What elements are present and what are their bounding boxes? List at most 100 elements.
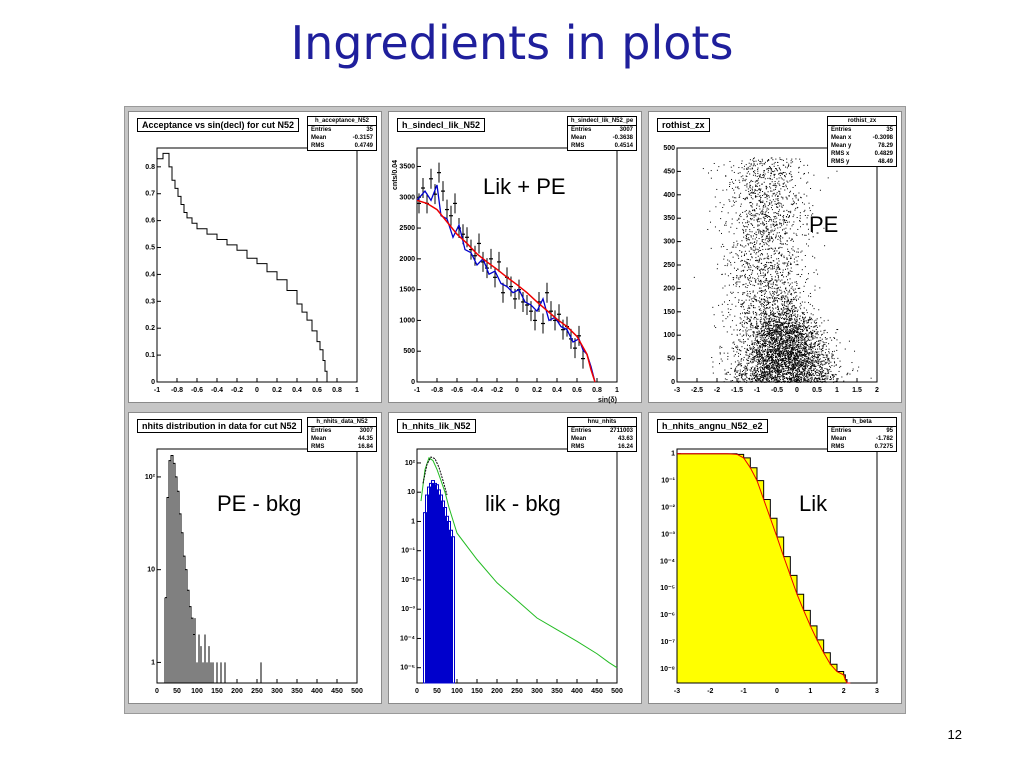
x-tick-label: 500	[351, 688, 363, 695]
y-tick-label: 10²	[405, 460, 416, 467]
x-tick-label: -1	[414, 387, 420, 394]
x-tick-label: 0	[155, 688, 159, 695]
y-tick-label: 10⁻⁴	[400, 635, 415, 642]
y-tick-label: 10⁻¹	[401, 548, 415, 555]
stats-value: 3007	[359, 428, 373, 434]
y-tick-label: 200	[663, 285, 675, 292]
plot-svg: -3 -2.5 -2 -1.5 -1 -0.5 0 0.5 1 1.5 2 0 50 100 150 200 2…	[663, 145, 879, 394]
overlay-label: Lik	[799, 491, 828, 516]
data-point	[453, 193, 457, 214]
x-tick-label: 50	[173, 688, 181, 695]
y-tick-label: 0.7	[145, 191, 155, 198]
stats-label: RMS	[571, 444, 585, 450]
stats-row: RMS 0.4514	[568, 142, 636, 150]
stats-label: RMS	[311, 143, 325, 149]
x-tick-label: 100	[451, 688, 463, 695]
plot-frame	[156, 448, 358, 684]
stats-value: 43.63	[617, 436, 633, 442]
y-tick-label: 1	[151, 659, 155, 666]
data-point	[441, 181, 445, 202]
x-tick-label: 350	[291, 688, 303, 695]
x-tick-label: 100	[191, 688, 203, 695]
slide-title: Ingredients in plots	[290, 16, 734, 70]
x-tick-label: -1	[154, 387, 160, 394]
plot-svg: -3 -2 -1 0 1 2 3 10⁻⁸ 10⁻⁷ 10⁻⁶ 10⁻⁵ 10⁻⁴ 10⁻³ 10⁻² 10…	[660, 448, 879, 695]
x-tick-label: 0.8	[592, 387, 602, 394]
stats-label: Mean	[311, 135, 327, 141]
y-tick-label: 400	[663, 192, 675, 199]
stats-box: hnu_nhits Entries 2711003 Mean 43.63 RMS 16.24	[567, 417, 637, 452]
x-tick-label: 500	[611, 688, 623, 695]
y-axis-label: cnts/0.04	[392, 160, 399, 190]
stats-title: rothist_zx	[828, 117, 896, 126]
stats-label: Entries	[831, 127, 852, 133]
stats-title: h_sindecl_lik_N52_pe	[568, 117, 636, 126]
data-point	[437, 162, 441, 183]
stats-value: 2711003	[609, 428, 633, 434]
stats-box: rothist_zx Entries 35 Mean x -0.3098 Mean y 78…	[827, 116, 897, 167]
x-tick-label: 400	[311, 688, 323, 695]
stats-row: Entries 3007	[308, 427, 376, 435]
plot-title: rothist_zx	[657, 118, 710, 132]
overlay-label: Lik + PE	[483, 174, 566, 199]
overlay-label: PE	[809, 212, 839, 237]
stats-label: RMS y	[831, 159, 850, 165]
y-tick-label: 0.5	[145, 245, 155, 252]
x-tick-label: 150	[471, 688, 483, 695]
x-tick-label: -3	[674, 688, 680, 695]
y-tick-label: 10⁻²	[401, 577, 415, 584]
stats-row: Entries 95	[828, 427, 896, 435]
y-tick-label: 10²	[145, 474, 156, 481]
panel-acceptance: -1 -0.8 -0.6 -0.4 -0.2 0 0.2 0.4 0.6 0.8 1 0 0.1 0.2 0…	[128, 111, 382, 403]
x-tick-label: -1	[741, 688, 747, 695]
stats-value: 0.4749	[354, 143, 373, 149]
stats-row: Entries 3007	[568, 126, 636, 134]
stats-row: Mean -0.3157	[308, 134, 376, 142]
stats-box: h_nhits_data_N52 Entries 3007 Mean 44.35 RMS 1…	[307, 417, 377, 452]
stats-label: Entries	[571, 127, 592, 133]
stats-value: 3007	[619, 127, 633, 133]
plot-title: h_sindecl_lik_N52	[397, 118, 486, 132]
stats-value: -0.3157	[352, 135, 373, 141]
panel-sindecl-lik: -1 -0.8 -0.6 -0.4 -0.2 0 0.2 0.4 0.6 0.8 1 0 500 1000…	[388, 111, 642, 404]
stats-label: Entries	[571, 428, 592, 434]
x-tick-label: 250	[511, 688, 523, 695]
x-tick-label: 1	[355, 387, 359, 394]
stats-row: RMS 16.24	[568, 443, 636, 451]
panel-nhits-data: 0 50 100 150 200 250 300 350 400 450 500 1 10 10² nhit…	[128, 412, 382, 704]
stats-label: Mean y	[831, 143, 852, 149]
x-tick-label: 400	[571, 688, 583, 695]
stats-label: Entries	[831, 428, 852, 434]
panel-nhits-angnu: -3 -2 -1 0 1 2 3 10⁻⁸ 10⁻⁷ 10⁻⁶ 10⁻⁵ 10⁻⁴ 10⁻³ 10⁻² 10…	[648, 412, 902, 704]
x-tick-label: -2.5	[691, 387, 703, 394]
plot-svg: 0 50 100 150 200 250 300 350 400 450 500 1 10 10²	[145, 448, 363, 695]
stats-value: -0.3638	[612, 135, 633, 141]
plot-frame	[676, 147, 878, 383]
x-tick-label: 250	[251, 688, 263, 695]
x-tick-label: 1	[808, 688, 812, 695]
x-tick-label: 450	[591, 688, 603, 695]
y-tick-label: 250	[663, 262, 675, 269]
stats-value: 16.24	[617, 444, 633, 450]
y-tick-label: 10⁻³	[401, 606, 415, 613]
stats-label: Mean	[311, 436, 327, 442]
stats-row: RMS y 48.49	[828, 158, 896, 166]
beta-fit-line	[677, 453, 851, 684]
y-tick-label: 10⁻⁴	[660, 558, 675, 565]
scatter-cloud	[693, 157, 872, 383]
y-tick-label: 3500	[399, 163, 415, 170]
stats-label: RMS	[311, 444, 325, 450]
y-tick-label: 10	[147, 567, 155, 574]
stats-title: h_acceptance_N52	[308, 117, 376, 126]
pe-series-line	[416, 184, 596, 383]
y-tick-label: 1	[411, 518, 415, 525]
x-tick-label: -0.8	[171, 387, 183, 394]
data-point	[421, 178, 425, 199]
y-tick-label: 10⁻³	[661, 531, 675, 538]
x-tick-label: 0.4	[552, 387, 562, 394]
y-tick-label: 50	[667, 356, 675, 363]
y-tick-label: 2500	[399, 225, 415, 232]
data-point	[541, 313, 545, 334]
stats-label: RMS	[831, 444, 845, 450]
x-tick-label: 450	[331, 688, 343, 695]
